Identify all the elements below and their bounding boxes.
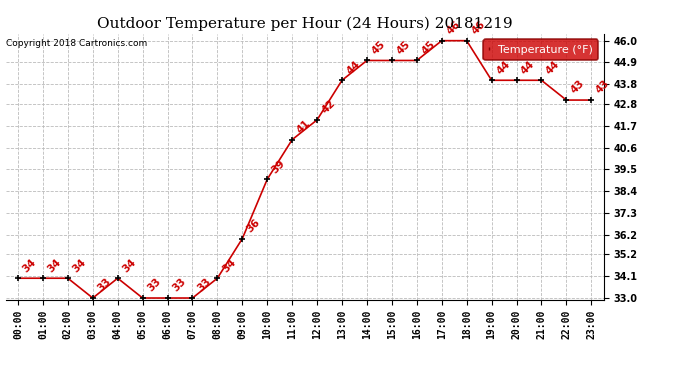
Text: 33: 33 [170, 276, 188, 294]
Text: 44: 44 [345, 58, 362, 76]
Text: 33: 33 [95, 276, 113, 294]
Title: Outdoor Temperature per Hour (24 Hours) 20181219: Outdoor Temperature per Hour (24 Hours) … [97, 17, 513, 31]
Text: 43: 43 [569, 78, 586, 96]
Text: 44: 44 [544, 58, 562, 76]
Text: 34: 34 [70, 256, 88, 274]
Text: 39: 39 [270, 158, 287, 175]
Text: 46: 46 [469, 19, 487, 36]
Text: Copyright 2018 Cartronics.com: Copyright 2018 Cartronics.com [6, 39, 147, 48]
Legend: Temperature (°F): Temperature (°F) [483, 39, 598, 60]
Text: 45: 45 [395, 39, 412, 56]
Text: 33: 33 [146, 276, 163, 294]
Text: 42: 42 [320, 98, 337, 116]
Text: 34: 34 [21, 256, 38, 274]
Text: 45: 45 [370, 39, 387, 56]
Text: 44: 44 [520, 58, 537, 76]
Text: 34: 34 [46, 256, 63, 274]
Text: 45: 45 [420, 39, 437, 56]
Text: 36: 36 [245, 217, 262, 234]
Text: 34: 34 [121, 256, 138, 274]
Text: 46: 46 [444, 19, 462, 36]
Text: 44: 44 [494, 58, 512, 76]
Text: 33: 33 [195, 276, 213, 294]
Text: 34: 34 [220, 256, 237, 274]
Text: 41: 41 [295, 118, 313, 135]
Text: 43: 43 [594, 78, 611, 96]
